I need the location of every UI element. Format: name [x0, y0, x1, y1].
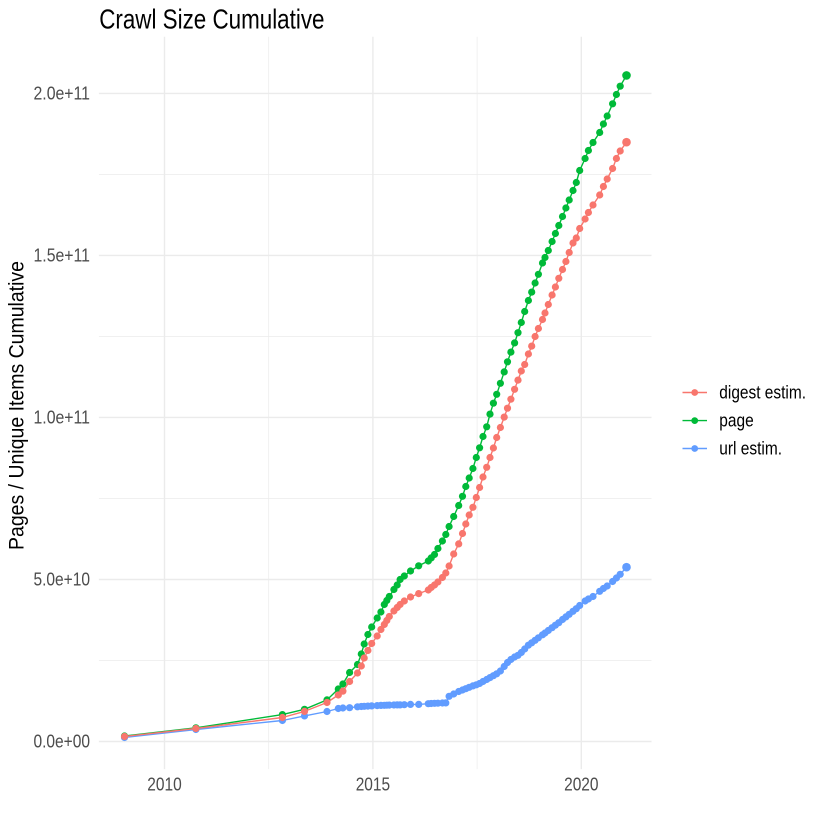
- svg-text:digest estim.: digest estim.: [719, 382, 806, 402]
- svg-text:2010: 2010: [147, 774, 181, 794]
- svg-text:0.0e+00: 0.0e+00: [34, 732, 91, 752]
- svg-text:2020: 2020: [564, 774, 598, 794]
- svg-text:page: page: [719, 411, 753, 431]
- svg-text:2.0e+11: 2.0e+11: [34, 83, 91, 103]
- svg-text:5.0e+10: 5.0e+10: [34, 570, 91, 590]
- svg-text:url estim.: url estim.: [719, 438, 782, 458]
- svg-text:2015: 2015: [356, 774, 390, 794]
- svg-text:Pages / Unique Items Cumulativ: Pages / Unique Items Cumulative: [5, 261, 29, 550]
- svg-text:1.5e+11: 1.5e+11: [34, 245, 91, 265]
- svg-text:Crawl Size Cumulative: Crawl Size Cumulative: [99, 3, 324, 35]
- svg-text:1.0e+11: 1.0e+11: [34, 407, 91, 427]
